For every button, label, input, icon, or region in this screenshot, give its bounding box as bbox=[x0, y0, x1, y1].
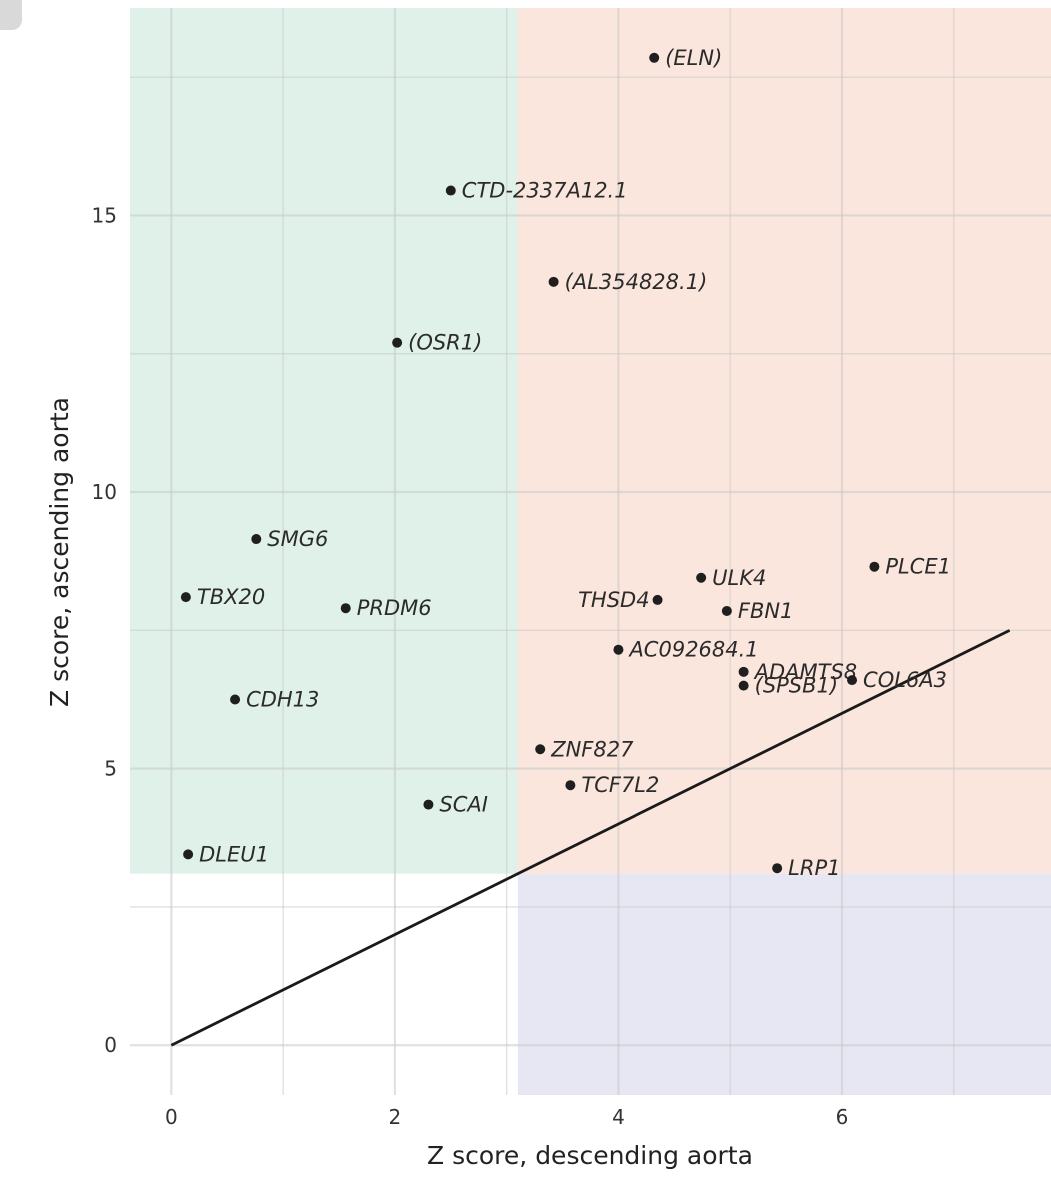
data-point bbox=[738, 680, 749, 691]
region-layer bbox=[130, 8, 1051, 1095]
reference-line bbox=[170, 629, 1011, 1047]
point-label: SCAI bbox=[439, 793, 488, 817]
point-label: SMG6 bbox=[267, 527, 328, 551]
point-label: (OSR1) bbox=[408, 331, 482, 355]
point-label: THSD4 bbox=[578, 588, 649, 612]
y-axis-ticks: 0 5 10 15 bbox=[92, 203, 117, 1057]
point-label: CDH13 bbox=[246, 687, 319, 711]
x-axis-title: Z score, descending aorta bbox=[427, 1141, 753, 1170]
data-point bbox=[445, 185, 456, 196]
y-axis-title: Z score, ascending aorta bbox=[45, 397, 74, 707]
data-point bbox=[649, 52, 660, 63]
point-label: ULK4 bbox=[712, 566, 766, 590]
data-point bbox=[721, 605, 732, 616]
point-label: PRDM6 bbox=[357, 596, 432, 620]
data-point bbox=[183, 849, 194, 860]
data-point bbox=[613, 644, 624, 655]
x-tick-label: 2 bbox=[389, 1105, 402, 1129]
x-axis-ticks: 0 2 4 6 bbox=[165, 1105, 848, 1129]
x-tick-label: 4 bbox=[612, 1105, 625, 1129]
data-point bbox=[869, 561, 880, 572]
data-point bbox=[535, 744, 546, 755]
grid-layer bbox=[130, 8, 1051, 1095]
point-label: FBN1 bbox=[738, 599, 794, 623]
data-point bbox=[652, 594, 663, 605]
data-point bbox=[392, 337, 403, 348]
x-tick-label: 6 bbox=[836, 1105, 849, 1129]
data-point bbox=[340, 603, 351, 614]
data-point bbox=[565, 780, 576, 791]
point-label: ADAMTS8 bbox=[753, 660, 858, 684]
data-point bbox=[230, 694, 241, 705]
point-label: ZNF827 bbox=[550, 737, 634, 761]
y-tick-label: 0 bbox=[104, 1033, 117, 1057]
y-tick-label: 5 bbox=[104, 757, 117, 781]
reference-line-layer bbox=[170, 629, 1011, 1047]
x-tick-label: 0 bbox=[165, 1105, 178, 1129]
point-label: AC092684.1 bbox=[627, 638, 758, 662]
point-label: TCF7L2 bbox=[581, 773, 659, 797]
point-label: PLCE1 bbox=[885, 555, 951, 579]
point-label: (AL354828.1) bbox=[565, 270, 708, 294]
data-point bbox=[847, 675, 858, 686]
points-layer: (ELN) CTD-2337A12.1 (AL354828.1) (OSR1) SMG6… bbox=[180, 46, 951, 880]
data-point bbox=[696, 572, 707, 583]
point-label: DLEU1 bbox=[199, 842, 269, 866]
point-label: TBX20 bbox=[197, 585, 265, 609]
region-ascending-only bbox=[130, 8, 518, 874]
point-label: (ELN) bbox=[665, 46, 722, 70]
data-point bbox=[423, 799, 434, 810]
point-label: (SPSB1) bbox=[755, 674, 838, 698]
region-both bbox=[517, 8, 1051, 874]
data-point bbox=[180, 592, 191, 603]
y-tick-label: 10 bbox=[92, 480, 117, 504]
region-descending-only bbox=[517, 873, 1051, 1095]
point-label: CTD-2337A12.1 bbox=[462, 179, 628, 203]
y-tick-label: 15 bbox=[92, 203, 117, 227]
corner-tab bbox=[0, 0, 22, 30]
data-point bbox=[772, 863, 783, 874]
point-label: COL6A3 bbox=[863, 668, 947, 692]
data-point bbox=[548, 276, 559, 287]
point-label: LRP1 bbox=[788, 856, 840, 880]
data-point bbox=[251, 534, 262, 545]
data-point bbox=[738, 666, 749, 677]
